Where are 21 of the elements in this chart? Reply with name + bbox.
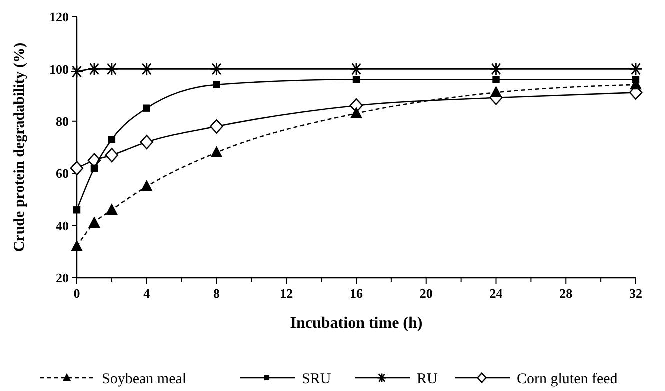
x-tick-label: 16	[350, 286, 364, 301]
y-tick-label: 100	[50, 62, 69, 77]
y-tick-label: 120	[50, 10, 69, 25]
x-tick-label: 0	[74, 286, 80, 301]
y-tick-label: 40	[56, 218, 69, 234]
y-axis-title: Crude protein degradability (%)	[12, 42, 28, 252]
y-tick-label: 80	[56, 114, 69, 129]
x-tick-label: 20	[420, 286, 433, 301]
x-tick-label: 8	[214, 286, 220, 301]
legend-label: SRU	[302, 371, 332, 388]
x-tick-label: 12	[280, 286, 294, 301]
x-tick-label: 4	[144, 286, 151, 301]
y-tick-label: 60	[56, 166, 69, 182]
legend-label: RU	[417, 371, 438, 388]
y-tick-label: 20	[56, 270, 69, 286]
x-tick-label: 24	[490, 286, 504, 301]
x-tick-label: 32	[630, 286, 642, 301]
legend-label: Soybean meal	[102, 371, 187, 388]
x-tick-label: 28	[560, 286, 574, 301]
legend-label: Corn gluten feed	[517, 371, 618, 388]
x-axis-title: Incubation time (h)	[290, 315, 423, 332]
